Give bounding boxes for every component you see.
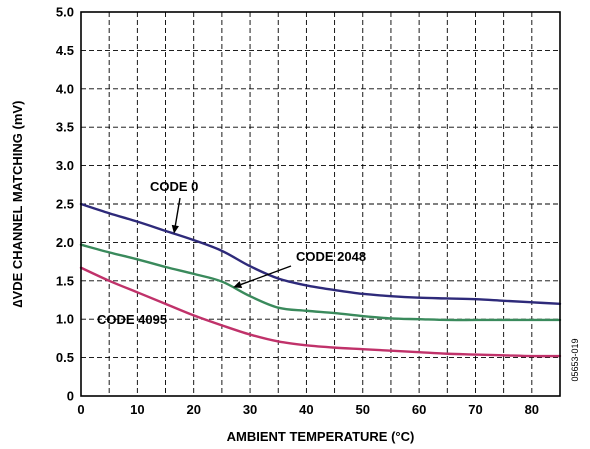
series-line-code-0: [79, 202, 562, 306]
x-tick-label: 0: [77, 402, 84, 417]
x-tick-label: 10: [130, 402, 144, 417]
x-tick-label: 80: [525, 402, 539, 417]
y-tick-label: 4.0: [56, 81, 74, 96]
y-tick-label: 2.5: [56, 197, 74, 212]
arrow-head: [233, 281, 243, 288]
figure-id: 05653-019: [570, 338, 580, 381]
y-tick-label: 0: [67, 389, 74, 404]
y-tick-label: 5.0: [56, 5, 74, 20]
y-tick-label: 2.0: [56, 235, 74, 250]
annotation-code-4095: CODE 4095: [97, 312, 167, 327]
x-tick-label: 50: [356, 402, 370, 417]
y-tick-label: 4.5: [56, 43, 74, 58]
arrow-shaft: [174, 197, 181, 226]
arrow-shaft: [240, 265, 292, 286]
series-group: [79, 202, 562, 358]
y-tick-label: 3.0: [56, 158, 74, 173]
x-tick-label: 30: [243, 402, 257, 417]
arrow-head: [171, 224, 179, 234]
x-tick-label: 20: [186, 402, 200, 417]
plot-frame: [80, 11, 561, 397]
annotation-code-2048: CODE 2048: [296, 249, 366, 264]
x-tick-labels: 0 10 20 30 40 50 60 70 80: [77, 402, 539, 417]
y-tick-labels: 0 0.5 1.0 1.5 2.0 2.5 3.0 3.5 4.0 4.5 5.0: [56, 5, 74, 404]
annotations: CODE 0 CODE 2048 CODE 4095: [97, 179, 366, 327]
y-tick-label: 3.5: [56, 120, 74, 135]
x-tick-label: 40: [299, 402, 313, 417]
grid: [81, 12, 560, 396]
series-line-code-2048: [79, 243, 562, 322]
x-tick-label: 70: [468, 402, 482, 417]
annotation-code-0: CODE 0: [150, 179, 198, 194]
y-tick-label: 0.5: [56, 350, 74, 365]
x-axis-label: AMBIENT TEMPERATURE (°C): [227, 429, 415, 444]
x-tick-label: 60: [412, 402, 426, 417]
y-axis-label: ∆VDE CHANNEL MATCHING (mV): [10, 101, 25, 308]
y-tick-label: 1.0: [56, 312, 74, 327]
series-line-code-4095: [79, 266, 562, 358]
y-tick-label: 1.5: [56, 273, 74, 288]
